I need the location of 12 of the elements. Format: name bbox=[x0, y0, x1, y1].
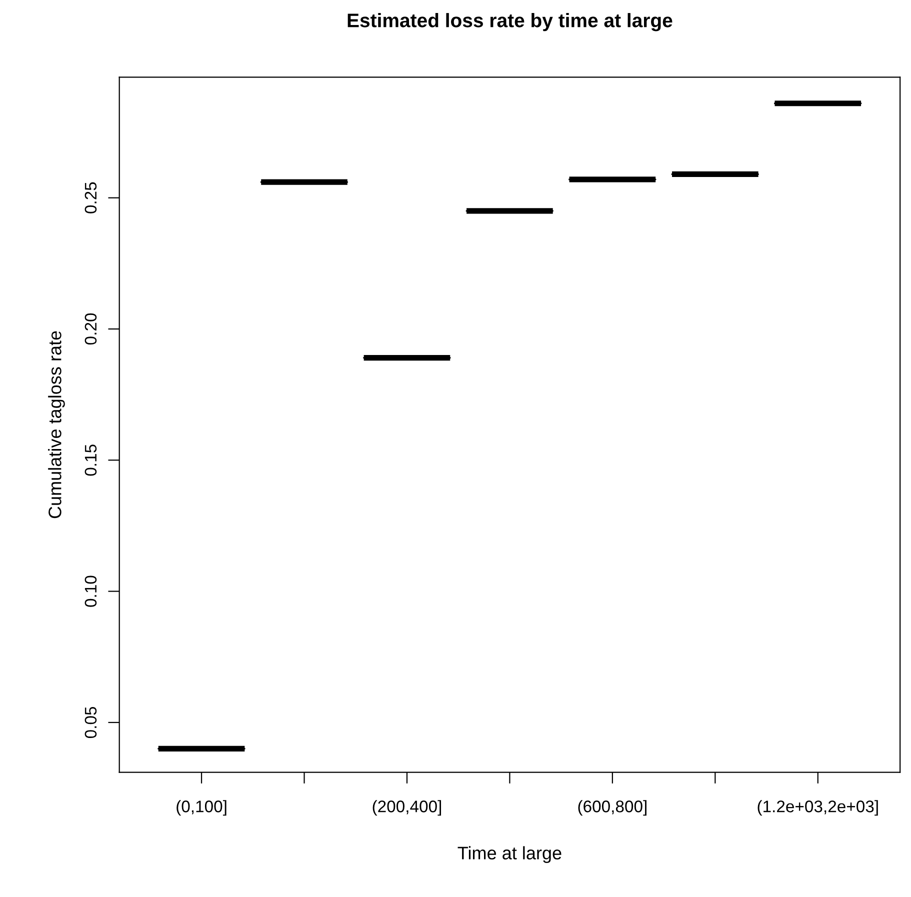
y-tick-label: 0.05 bbox=[84, 706, 97, 738]
x-tick-label: (200,400] bbox=[372, 800, 442, 816]
x-tick-label: (1.2e+03,2e+03] bbox=[758, 800, 878, 816]
y-axis-title: Cumulative tagloss rate bbox=[48, 331, 65, 518]
x-tick-label: (0,100] bbox=[176, 800, 226, 816]
x-tick-label: (600,800] bbox=[578, 800, 646, 816]
y-tick-label: 0.15 bbox=[84, 444, 97, 476]
y-tick-label: 0.20 bbox=[84, 313, 97, 345]
y-tick-label: 0.25 bbox=[84, 182, 97, 214]
x-axis-title: Time at large bbox=[458, 846, 562, 864]
chart-title: Estimated loss rate by time at large bbox=[348, 13, 672, 32]
y-tick-label: 0.10 bbox=[84, 576, 97, 607]
